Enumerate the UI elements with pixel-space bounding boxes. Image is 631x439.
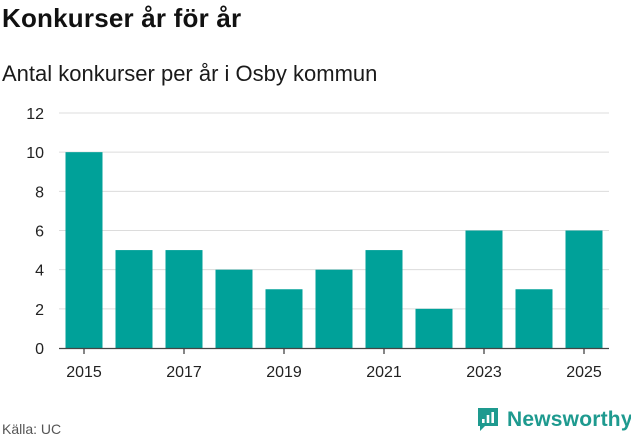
axes: 0 2 4 6 8 10 12 2015 2017 2019 2021 2023 2025 [26, 106, 609, 381]
brand-name: Newsworthy [507, 408, 631, 431]
y-tick-label-12: 12 [26, 106, 44, 123]
source-label: Källa: UC [2, 421, 62, 437]
x-tick-label-2015: 2015 [66, 364, 102, 381]
bar-2022 [415, 308, 453, 348]
x-tick-label-2017: 2017 [166, 364, 202, 381]
x-tick-label-2021: 2021 [366, 364, 402, 381]
bar-2019 [265, 289, 303, 348]
bar-2017 [165, 250, 203, 348]
chart-title: Konkurser år för år [2, 3, 242, 33]
bar-2015 [65, 152, 103, 348]
bar-2024 [515, 289, 553, 348]
bar-2021 [365, 250, 403, 348]
bar-2016 [115, 250, 153, 348]
x-tick-label-2025: 2025 [566, 364, 602, 381]
newsworthy-logo: Newsworthy [476, 407, 631, 433]
y-tick-label-10: 10 [26, 145, 44, 162]
bars [65, 152, 603, 348]
y-tick-label-4: 4 [35, 263, 44, 280]
bar-2018 [215, 269, 253, 348]
chart-subtitle: Antal konkurser per år i Osby kommun [2, 61, 378, 86]
x-tick-label-2023: 2023 [466, 364, 502, 381]
x-tick-label-2019: 2019 [266, 364, 302, 381]
y-tick-label-2: 2 [35, 302, 44, 319]
y-tick-label-0: 0 [35, 341, 44, 358]
y-tick-label-8: 8 [35, 184, 44, 201]
bar-2023 [465, 230, 503, 348]
y-tick-label-6: 6 [35, 224, 44, 241]
bar-2025 [565, 230, 603, 348]
newsworthy-logo-icon [478, 408, 498, 431]
bar-2020 [315, 269, 353, 348]
